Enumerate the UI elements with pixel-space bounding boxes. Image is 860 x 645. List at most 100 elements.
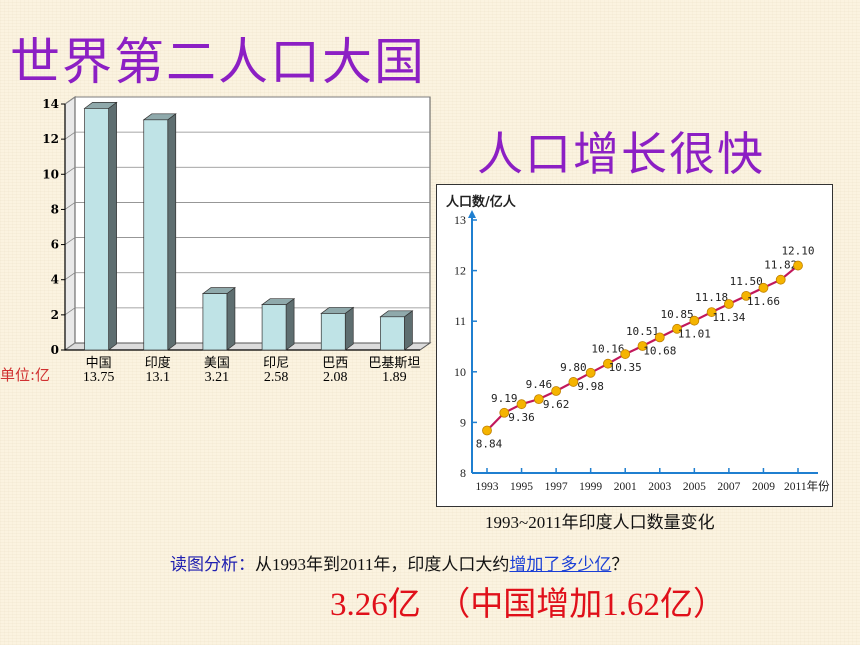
bar-front xyxy=(143,119,169,351)
y-tick-label: 8 xyxy=(51,202,59,216)
x-tick-label: 印尼 xyxy=(263,356,289,371)
y-tick-label: 2 xyxy=(51,308,59,322)
data-label: 11.82 xyxy=(764,259,797,272)
x-tick-label: 中国 xyxy=(86,356,112,371)
bar-side xyxy=(344,306,354,351)
bar xyxy=(379,310,414,351)
slide-title: 世界第二人口大国 xyxy=(10,33,426,91)
data-point xyxy=(672,323,682,334)
plot-area xyxy=(74,96,431,344)
bar xyxy=(201,286,236,351)
question-link[interactable]: 增加了多少亿 xyxy=(509,555,612,574)
bar-value-label: 13.1 xyxy=(146,370,171,385)
data-label: 11.01 xyxy=(678,328,711,341)
data-point xyxy=(533,394,544,405)
data-point xyxy=(620,349,631,359)
line-chart-caption: 1993~2011年印度人口数量变化 xyxy=(485,513,715,532)
bar xyxy=(142,113,177,351)
bar-front xyxy=(202,293,228,351)
gridline-side xyxy=(64,202,76,210)
question-prefix: 读图分析： xyxy=(170,555,255,574)
data-label: 9.19 xyxy=(491,392,518,405)
data-label: 11.18 xyxy=(695,291,728,304)
data-point xyxy=(499,407,510,418)
y-axis-arrow xyxy=(468,210,476,218)
y-tick-label: 6 xyxy=(51,238,59,252)
bar-side xyxy=(167,113,177,351)
x-tick-label: 1995 xyxy=(510,481,533,493)
data-label: 10.68 xyxy=(643,344,676,357)
gridline-side xyxy=(64,272,76,281)
gridline-side xyxy=(64,237,76,245)
x-tick-label: 2001 xyxy=(614,481,637,493)
plot-floor xyxy=(63,342,432,351)
bar-side xyxy=(285,297,295,351)
x-tick-label: 2009 xyxy=(752,481,775,493)
bar xyxy=(83,101,118,351)
data-point xyxy=(654,332,665,343)
bar-value-label: 1.89 xyxy=(382,370,407,385)
gridline-side xyxy=(64,96,76,105)
y-tick-label: 13 xyxy=(454,213,466,227)
bar-front xyxy=(380,316,405,351)
bar-front xyxy=(261,304,287,351)
y-tick-label: 14 xyxy=(42,97,59,111)
x-tick-label: 巴基斯坦 xyxy=(368,356,420,371)
gridline-side xyxy=(64,307,76,316)
slide-subtitle: 人口增长很快 xyxy=(477,127,765,181)
data-point xyxy=(568,377,579,387)
data-point xyxy=(482,425,492,436)
india-population-line-chart: 人口数/亿人 8 9 10 11 12 13 1993 1995 1997 1999 2001 2003… xyxy=(436,184,833,507)
question-text: 从1993年到2011年，印度人口大约 xyxy=(255,555,510,574)
bar xyxy=(261,297,296,351)
plot-side-wall xyxy=(64,96,76,351)
unit-label: 单位:亿 xyxy=(0,366,51,384)
x-tick-label: 1993 xyxy=(476,481,499,493)
data-label: 10.35 xyxy=(609,361,642,374)
x-tick-label: 2005 xyxy=(683,481,706,493)
data-label: 11.34 xyxy=(712,311,745,324)
data-point xyxy=(689,315,700,326)
data-point xyxy=(516,399,527,410)
bar-front xyxy=(320,313,346,351)
gridline-side xyxy=(64,342,76,351)
answer: 3.26亿 （中国增加1.62亿） xyxy=(330,587,726,623)
x-tick-label: 2011年份 xyxy=(784,479,830,493)
gridline-side xyxy=(64,131,76,140)
bar-side xyxy=(404,310,413,351)
x-tick-label: 1997 xyxy=(545,481,568,493)
y-tick-label: 0 xyxy=(51,343,59,357)
y-tick-label: 12 xyxy=(42,132,59,146)
bar-value-label: 2.58 xyxy=(264,370,289,385)
bar-value-label: 3.21 xyxy=(205,370,230,385)
data-label: 9.62 xyxy=(543,398,570,411)
data-label: 9.98 xyxy=(577,380,604,393)
chart-frame xyxy=(436,184,833,507)
data-label: 10.16 xyxy=(591,343,624,356)
question: 读图分析：从1993年到2011年，印度人口大约增加了多少亿？ xyxy=(170,550,628,575)
data-label: 12.10 xyxy=(781,245,814,258)
data-point xyxy=(585,367,596,378)
y-tick-label: 11 xyxy=(454,314,466,328)
y-tick-label: 4 xyxy=(51,273,59,287)
data-label: 9.36 xyxy=(508,411,535,424)
x-tick-label: 2003 xyxy=(648,481,671,493)
data-point xyxy=(637,341,648,351)
data-point xyxy=(551,386,562,396)
data-point xyxy=(775,274,786,285)
x-tick-label: 2007 xyxy=(717,481,740,493)
data-label: 9.80 xyxy=(560,361,587,374)
bar-side xyxy=(226,286,236,351)
gridline-side xyxy=(64,166,76,175)
x-tick-label: 巴西 xyxy=(322,356,348,371)
data-point xyxy=(603,358,613,369)
y-tick-label: 10 xyxy=(42,167,59,181)
y-tick-label: 8 xyxy=(460,466,466,480)
x-tick-label: 印度 xyxy=(145,355,171,371)
bar-front xyxy=(84,108,109,351)
data-point xyxy=(706,307,717,317)
bar-side xyxy=(108,101,117,351)
bar-value-label: 2.08 xyxy=(323,370,348,385)
data-label: 10.85 xyxy=(660,308,693,321)
